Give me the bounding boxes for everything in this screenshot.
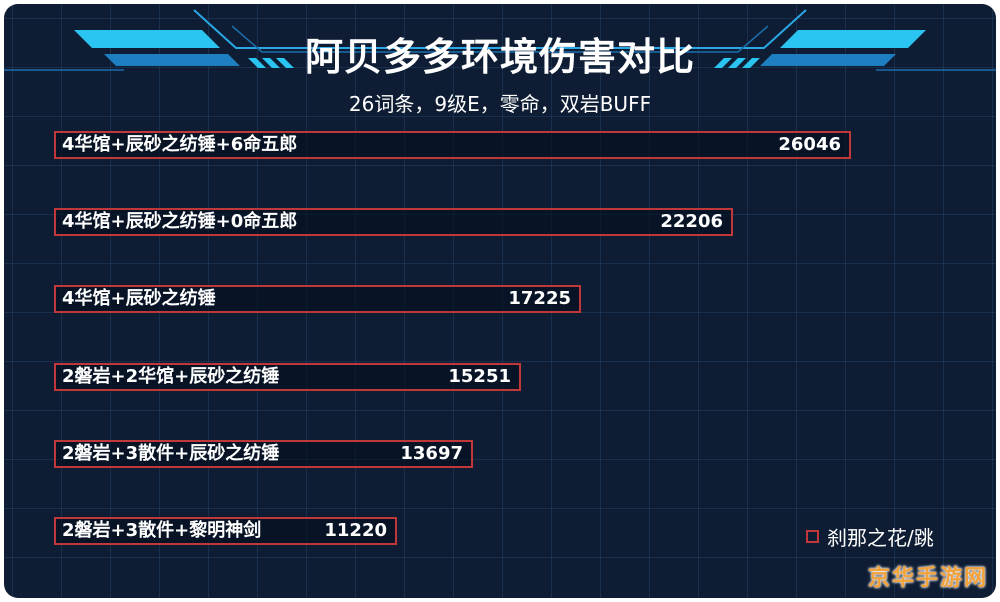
bar-value: 17225 (508, 288, 571, 309)
bar: 4华馆+辰砂之纺锤+0命五郎 22206 (54, 208, 733, 236)
bar-value: 26046 (778, 134, 841, 155)
header-decoration (4, 9, 996, 71)
legend: 刹那之花/跳 (806, 522, 934, 550)
bar-label: 2磐岩+3散件+黎明神剑 (62, 520, 262, 541)
legend-label: 刹那之花/跳 (827, 525, 934, 550)
chart-subtitle: 26词条，9级E，零命，双岩BUFF (348, 92, 652, 116)
bar-label: 4华馆+辰砂之纺锤 (62, 288, 216, 309)
bar: 2磐岩+3散件+辰砂之纺锤 13697 (54, 440, 473, 468)
chart-frame: 阿贝多多环境伤害对比 26词条，9级E，零命，双岩BUFF 4华馆+辰砂之纺锤+… (4, 4, 996, 598)
bar: 2磐岩+2华馆+辰砂之纺锤 15251 (54, 363, 521, 391)
bar: 2磐岩+3散件+黎明神剑 11220 (54, 517, 397, 545)
chart-title: 阿贝多多环境伤害对比 (304, 35, 695, 79)
bar-value: 22206 (660, 211, 723, 232)
bar-label: 2磐岩+2华馆+辰砂之纺锤 (62, 366, 280, 387)
bar-label: 4华馆+辰砂之纺锤+6命五郎 (62, 134, 298, 155)
bar: 4华馆+辰砂之纺锤 17225 (54, 285, 581, 313)
bar-value: 11220 (324, 520, 387, 541)
bar-label: 4华馆+辰砂之纺锤+0命五郎 (62, 211, 298, 232)
bar-value: 13697 (400, 443, 463, 464)
bar-label: 2磐岩+3散件+辰砂之纺锤 (62, 443, 280, 464)
legend-swatch (806, 529, 819, 543)
watermark: 京华手游网 (867, 566, 988, 591)
bar-value: 15251 (448, 366, 511, 387)
bar: 4华馆+辰砂之纺锤+6命五郎 26046 (54, 131, 851, 159)
